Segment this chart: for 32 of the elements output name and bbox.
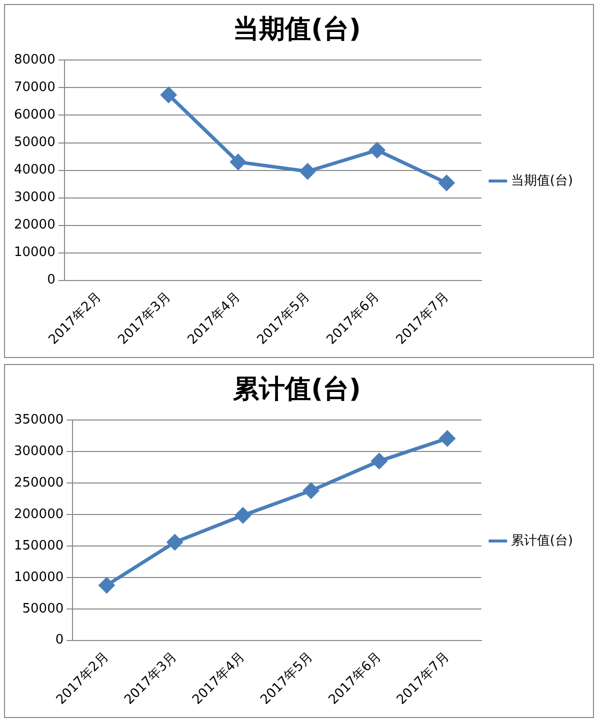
point [98, 578, 114, 594]
y-tick-label: 0 [55, 632, 64, 648]
y-tick-label: 150000 [14, 538, 64, 554]
point [160, 87, 176, 103]
chart-title: 当期值(台) [233, 14, 361, 44]
y-tick-label: 60000 [14, 108, 56, 123]
point [369, 142, 385, 158]
y-tick-label: 0 [47, 272, 56, 288]
y-tick-label: 350000 [14, 412, 64, 428]
y-tick-label: 20000 [14, 218, 56, 233]
point [167, 534, 183, 550]
y-tick-label: 30000 [14, 190, 56, 206]
y-tick-label: 80000 [14, 52, 56, 68]
y-tick-label: 300000 [14, 444, 64, 460]
y-tick-label: 50000 [14, 135, 56, 150]
point [230, 154, 246, 170]
y-tick-label: 250000 [14, 475, 64, 490]
point [235, 508, 251, 524]
point [303, 482, 319, 498]
point [438, 175, 454, 191]
y-tick-label: 50000 [22, 601, 64, 616]
point [300, 164, 316, 180]
chart-title: 累计值(台) [232, 374, 361, 404]
legend-label: 当期值(台) [510, 173, 574, 188]
y-tick-label: 40000 [14, 162, 56, 178]
y-tick-label: 10000 [14, 245, 56, 260]
y-tick-label: 200000 [14, 506, 64, 522]
y-tick-label: 100000 [14, 570, 64, 585]
point [371, 453, 387, 469]
y-tick-label: 70000 [14, 80, 56, 96]
point [440, 430, 456, 446]
legend-label: 累计值(台) [510, 533, 574, 548]
